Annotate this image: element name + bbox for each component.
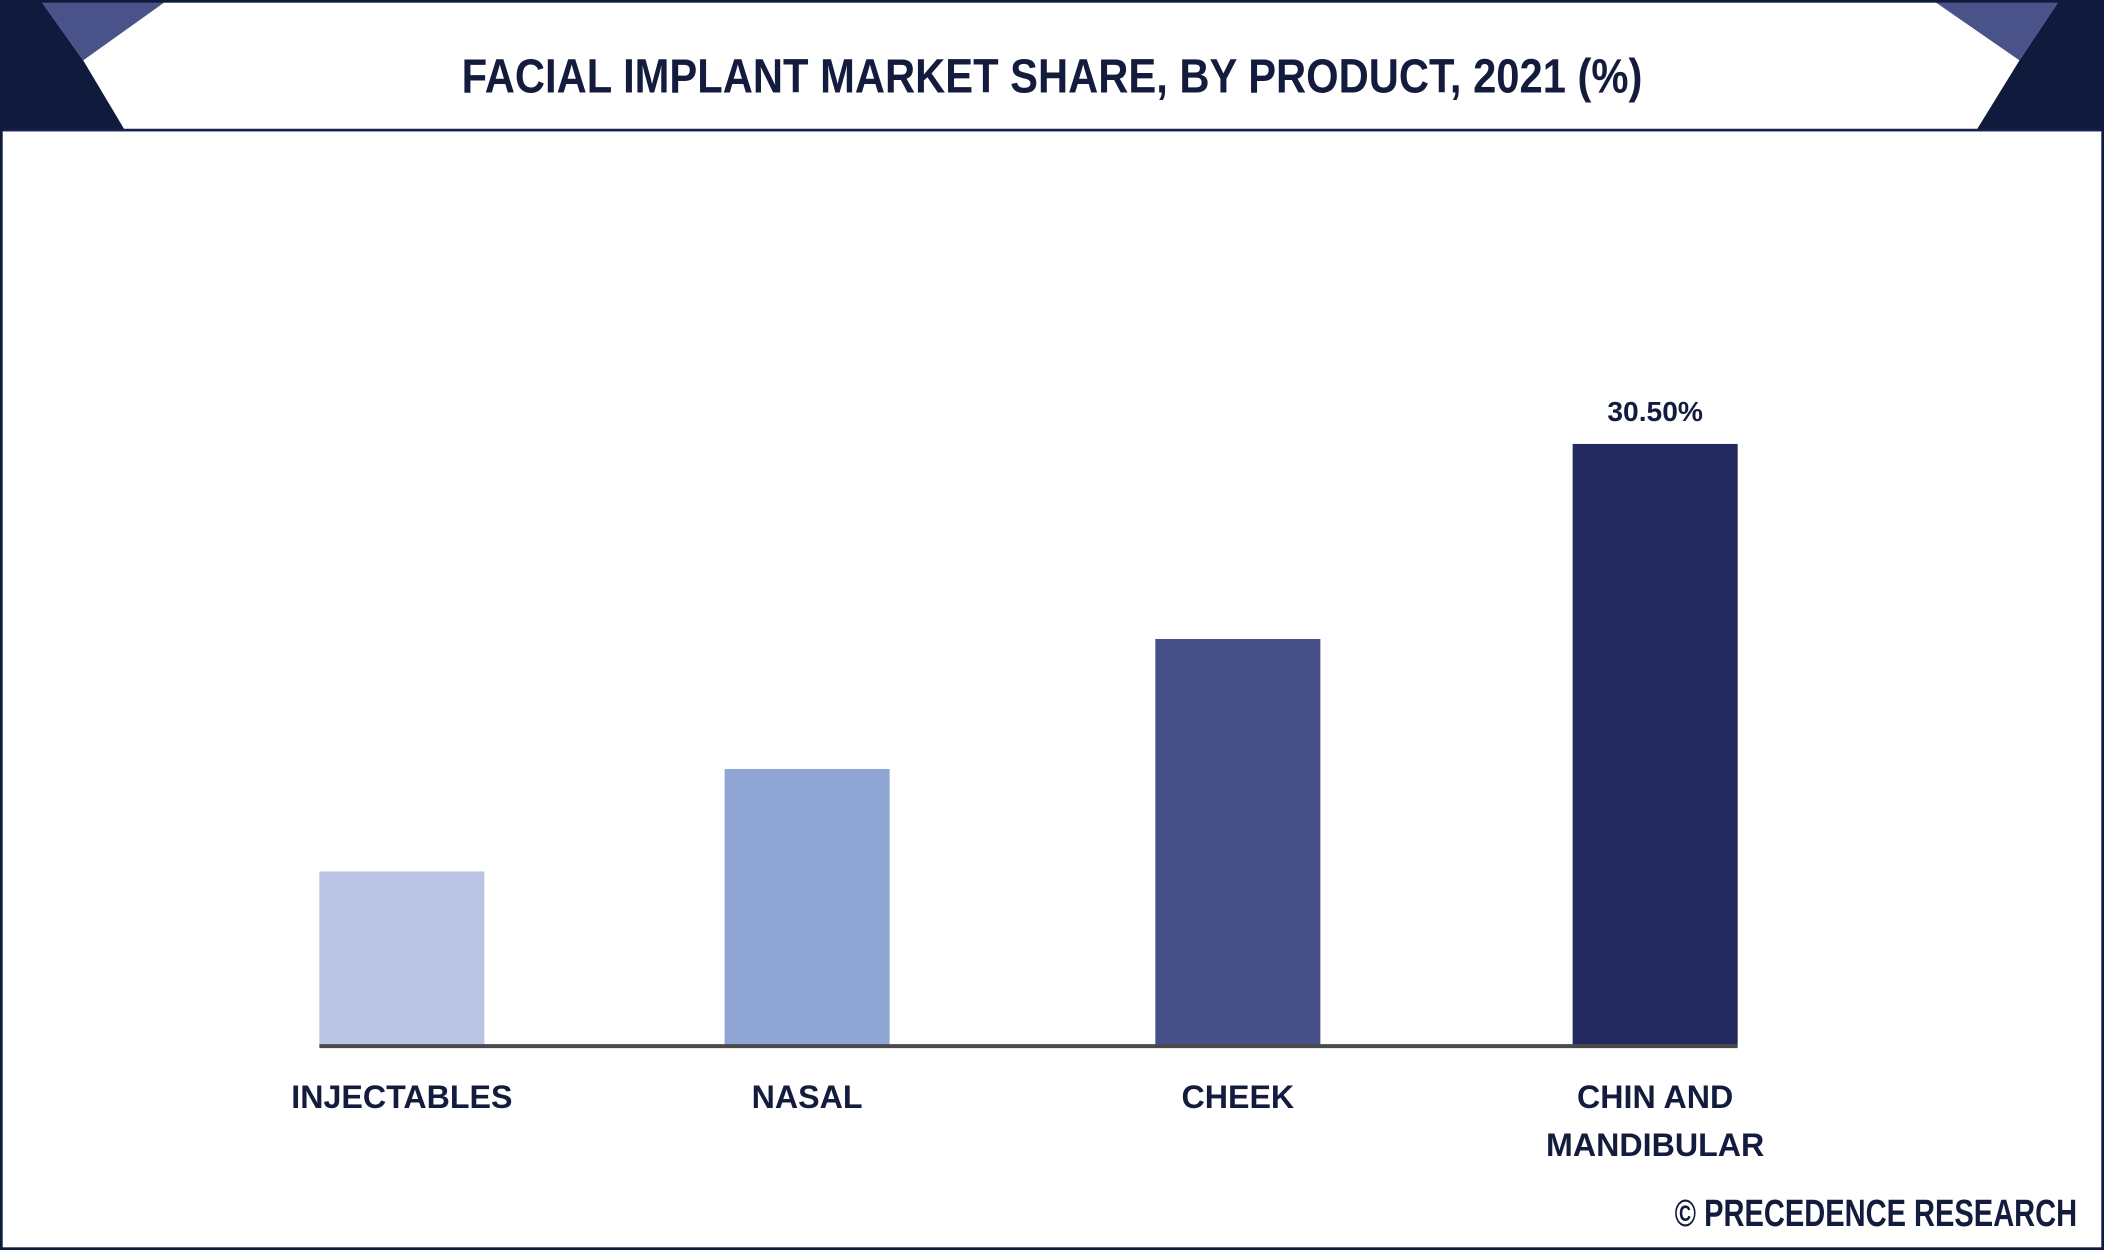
header-left-accent: [40, 0, 168, 61]
x-tick-label: CHIN AND: [1577, 1079, 1733, 1115]
header-bottom-line: [0, 128, 2104, 132]
category-labels: INJECTABLES NASAL CHEEK CHIN AND MANDIBULAR: [291, 1079, 1764, 1163]
source-text: © PRECEDENCE RESEARCH: [1675, 1192, 2078, 1234]
header-left-dark-corner: [0, 0, 125, 131]
bar-nasal: [724, 768, 890, 1045]
source-credit: © PRECEDENCE RESEARCH: [1675, 1192, 2078, 1234]
data-label: 30.50%: [1607, 395, 1703, 427]
bar-chin-and-mandibular: [1572, 443, 1738, 1045]
x-tick-label: NASAL: [752, 1079, 863, 1115]
bars-group: 30.50%: [319, 395, 1738, 1045]
header-right-dark-corner: [1976, 0, 2104, 131]
x-tick-label: INJECTABLES: [291, 1079, 512, 1115]
header-right-accent: [1932, 0, 2060, 61]
header-band: FACIAL IMPLANT MARKET SHARE, BY PRODUCT,…: [0, 0, 2104, 132]
bar-injectables: [319, 871, 485, 1045]
x-tick-label: CHEEK: [1181, 1079, 1294, 1115]
x-tick-label: MANDIBULAR: [1546, 1127, 1764, 1163]
chart-title: FACIAL IMPLANT MARKET SHARE, BY PRODUCT,…: [462, 50, 1643, 104]
bar-cheek: [1155, 638, 1321, 1045]
